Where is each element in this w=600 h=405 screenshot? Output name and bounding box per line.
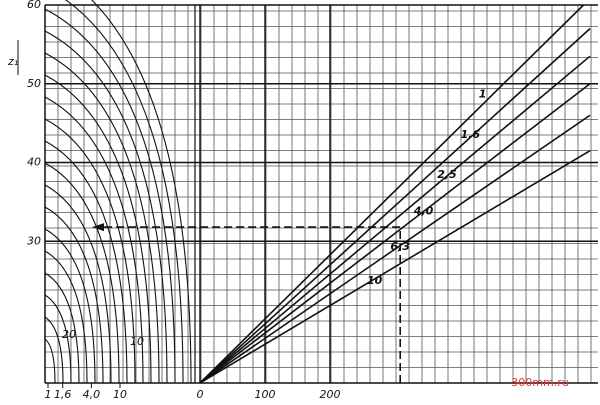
modulus-line (199, 114, 591, 384)
nomogram-curve (44, 140, 128, 384)
curve-label: 20 (62, 328, 76, 341)
x-tick-label: 1,6 (54, 388, 72, 401)
nomogram-curve (44, 228, 96, 384)
nomogram-curve (44, 272, 80, 384)
modulus-line (199, 28, 591, 384)
modulus-line (199, 55, 591, 384)
nomogram-curve (44, 52, 160, 384)
line-label: 10 (367, 274, 383, 287)
modulus-line (199, 4, 585, 384)
nomogram-curve (44, 250, 88, 384)
y-tick-label: 40 (27, 156, 41, 169)
nomogram-curve (44, 96, 144, 384)
watermark: 300mm.ru (511, 376, 568, 389)
nomogram-curve (44, 162, 120, 384)
x-tick-label: 1 (45, 388, 52, 401)
x-tick-label: 100 (255, 388, 276, 401)
nomogram-curve (91, 0, 192, 384)
nomogram-curve (44, 8, 176, 384)
nomogram-curve (44, 316, 64, 384)
nomogram-curve (44, 118, 136, 384)
x-tick-label: 0 (197, 388, 204, 401)
y-tick-label: 30 (27, 234, 41, 247)
nomogram-curve (44, 294, 72, 384)
y-tick-label: 60 (27, 0, 41, 11)
line-label: 1 (479, 88, 487, 101)
nomogram-curve (64, 0, 184, 384)
modulus-line (199, 150, 591, 384)
nomogram-curve (44, 184, 112, 384)
line-label: 1,6 (461, 128, 481, 141)
example-path (100, 226, 402, 383)
nomogram-curve (44, 206, 104, 384)
curve-label: 10 (130, 335, 144, 348)
background-grid (44, 0, 598, 384)
y-tick-label: 50 (27, 77, 41, 90)
x-tick-label: 10 (113, 388, 127, 401)
nomogram-curve (44, 30, 168, 384)
nomogram-curve (44, 74, 152, 384)
x-tick-label: 200 (320, 388, 341, 401)
line-label: 2,5 (437, 168, 457, 181)
line-label: 4,0 (413, 204, 434, 217)
y-axis-label: z₁ (7, 55, 18, 68)
x-tick-label: 4,0 (83, 388, 101, 401)
arrow-head (92, 223, 104, 232)
modulus-line (199, 83, 591, 384)
nomogram-curve (44, 338, 56, 384)
